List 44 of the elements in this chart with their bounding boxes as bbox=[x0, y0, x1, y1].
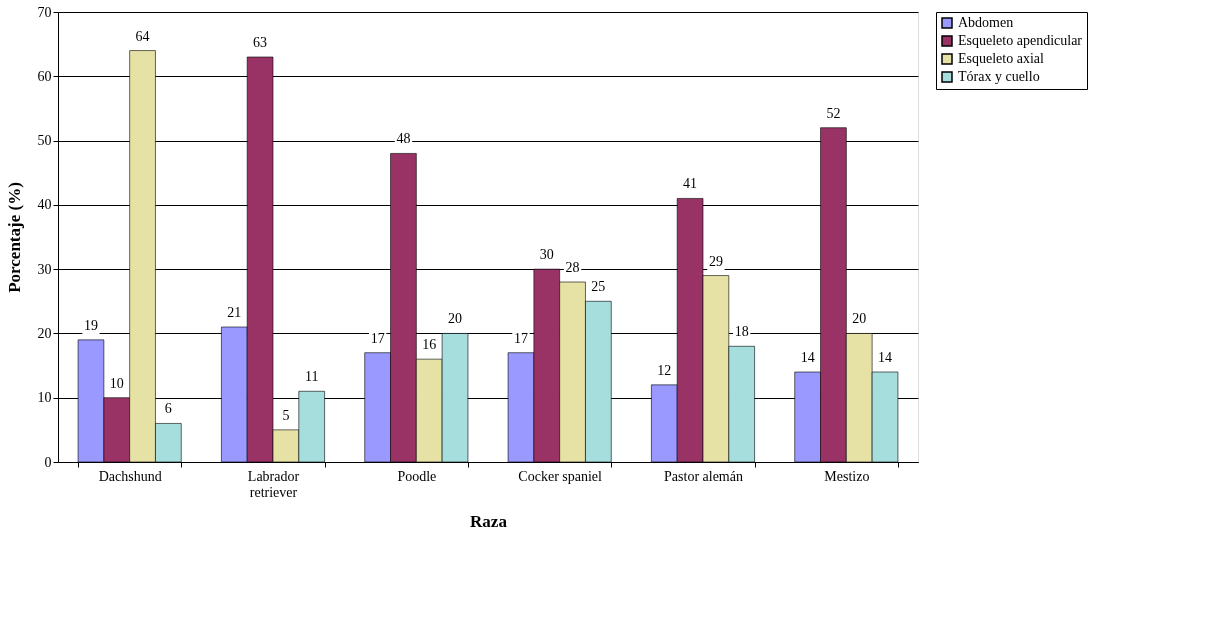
y-tick-label: 40 bbox=[37, 197, 52, 213]
y-tick-label: 20 bbox=[37, 325, 52, 341]
data-label: 14 bbox=[878, 350, 893, 365]
legend-label: Abdomen bbox=[958, 15, 1014, 30]
y-tick-label: 60 bbox=[37, 68, 52, 84]
data-label: 14 bbox=[800, 350, 815, 365]
x-tick-label: Labrador retriever bbox=[247, 468, 300, 500]
x-tick-label: Poodle bbox=[397, 468, 437, 484]
legend-label: Esqueleto axial bbox=[958, 51, 1045, 66]
x-tick-label: Dachshund bbox=[98, 468, 162, 484]
data-label: 28 bbox=[565, 260, 580, 275]
data-label: 41 bbox=[683, 176, 698, 192]
data-label: 30 bbox=[539, 247, 554, 263]
data-label: 19 bbox=[83, 317, 98, 333]
data-label: 12 bbox=[657, 362, 672, 378]
data-label: 21 bbox=[227, 305, 242, 320]
data-label: 20 bbox=[448, 311, 463, 327]
data-label: 25 bbox=[591, 279, 606, 295]
y-tick-label: 70 bbox=[37, 4, 52, 20]
legend-label: Esqueleto apendicular bbox=[958, 33, 1083, 48]
data-label: 16 bbox=[422, 337, 437, 353]
y-axis-title: Porcentaje (%) bbox=[4, 182, 24, 293]
data-label: 48 bbox=[396, 131, 411, 147]
data-label: 29 bbox=[708, 253, 723, 269]
x-tick-label: Pastor alemán bbox=[664, 468, 743, 484]
data-label: 17 bbox=[513, 330, 528, 346]
x-tick-label: Cocker spaniel bbox=[518, 468, 603, 484]
data-label: 18 bbox=[734, 324, 749, 340]
legend-label: Tórax y cuello bbox=[958, 69, 1040, 84]
y-tick-label: 30 bbox=[37, 261, 52, 277]
data-label: 52 bbox=[826, 105, 841, 121]
data-label: 6 bbox=[164, 401, 172, 417]
data-label: 10 bbox=[109, 375, 124, 391]
data-label: 64 bbox=[135, 28, 150, 44]
y-tick-label: 50 bbox=[37, 133, 52, 149]
y-tick-label: 10 bbox=[37, 390, 52, 406]
data-label: 5 bbox=[282, 407, 290, 423]
y-tick-label: 0 bbox=[44, 454, 52, 470]
data-label: 17 bbox=[370, 330, 385, 346]
data-label: 63 bbox=[253, 35, 268, 50]
x-axis-title: Raza bbox=[470, 511, 508, 531]
data-label: 11 bbox=[304, 369, 319, 385]
data-label: 20 bbox=[852, 311, 867, 327]
x-tick-label: Mestizo bbox=[824, 468, 870, 484]
